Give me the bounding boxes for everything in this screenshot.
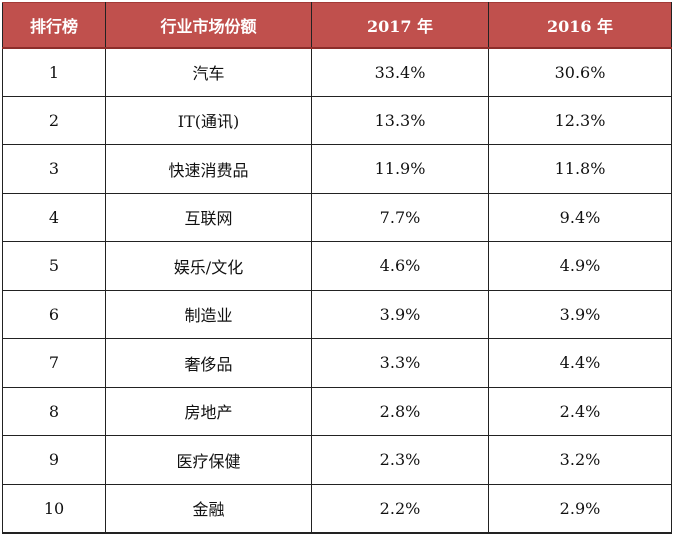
table-row: 9 医疗保健 2.3% 3.2% xyxy=(2,435,672,485)
cell-rank: 4 xyxy=(2,192,106,242)
cell-rank: 9 xyxy=(2,435,106,485)
cell-2017: 4.6% xyxy=(311,241,489,291)
cell-industry: 汽车 xyxy=(105,47,312,97)
cell-2017: 33.4% xyxy=(311,47,489,97)
table-row: 1 汽车 33.4% 30.6% xyxy=(2,47,672,97)
cell-2016: 2.4% xyxy=(488,386,672,436)
cell-industry: 娱乐/文化 xyxy=(105,241,312,291)
table-row: 7 奢侈品 3.3% 4.4% xyxy=(2,338,672,388)
table-row: 8 房地产 2.8% 2.4% xyxy=(2,386,672,436)
table-row: 4 互联网 7.7% 9.4% xyxy=(2,192,672,242)
cell-rank: 1 xyxy=(2,47,106,97)
cell-2017: 3.3% xyxy=(311,338,489,388)
cell-2017: 2.3% xyxy=(311,435,489,485)
cell-2017: 11.9% xyxy=(311,144,489,194)
cell-2016: 3.2% xyxy=(488,435,672,485)
header-2017: 2017 年 xyxy=(311,2,489,49)
cell-2017: 2.2% xyxy=(311,483,489,534)
cell-2016: 12.3% xyxy=(488,95,672,145)
cell-2016: 3.9% xyxy=(488,289,672,339)
header-rank: 排行榜 xyxy=(2,2,106,49)
cell-industry: 制造业 xyxy=(105,289,312,339)
cell-industry: 金融 xyxy=(105,483,312,534)
cell-2017: 13.3% xyxy=(311,95,489,145)
table-header-row: 排行榜 行业市场份额 2017 年 2016 年 xyxy=(2,2,672,49)
cell-2016: 30.6% xyxy=(488,47,672,97)
cell-2016: 4.9% xyxy=(488,241,672,291)
cell-2017: 7.7% xyxy=(311,192,489,242)
cell-industry: IT(通讯) xyxy=(105,95,312,145)
table-row: 5 娱乐/文化 4.6% 4.9% xyxy=(2,241,672,291)
cell-2016: 11.8% xyxy=(488,144,672,194)
cell-rank: 3 xyxy=(2,144,106,194)
cell-industry: 互联网 xyxy=(105,192,312,242)
cell-rank: 6 xyxy=(2,289,106,339)
cell-rank: 8 xyxy=(2,386,106,436)
cell-rank: 10 xyxy=(2,483,106,534)
cell-industry: 快速消费品 xyxy=(105,144,312,194)
cell-2017: 3.9% xyxy=(311,289,489,339)
cell-2016: 9.4% xyxy=(488,192,672,242)
cell-2017: 2.8% xyxy=(311,386,489,436)
header-industry: 行业市场份额 xyxy=(105,2,312,49)
cell-2016: 2.9% xyxy=(488,483,672,534)
cell-rank: 5 xyxy=(2,241,106,291)
header-2016: 2016 年 xyxy=(488,2,672,49)
cell-rank: 2 xyxy=(2,95,106,145)
cell-2016: 4.4% xyxy=(488,338,672,388)
table-row: 2 IT(通讯) 13.3% 12.3% xyxy=(2,95,672,145)
cell-industry: 奢侈品 xyxy=(105,338,312,388)
table-row: 6 制造业 3.9% 3.9% xyxy=(2,289,672,339)
cell-industry: 房地产 xyxy=(105,386,312,436)
cell-industry: 医疗保健 xyxy=(105,435,312,485)
cell-rank: 7 xyxy=(2,338,106,388)
table-row: 10 金融 2.2% 2.9% xyxy=(2,483,672,534)
table-row: 3 快速消费品 11.9% 11.8% xyxy=(2,144,672,194)
